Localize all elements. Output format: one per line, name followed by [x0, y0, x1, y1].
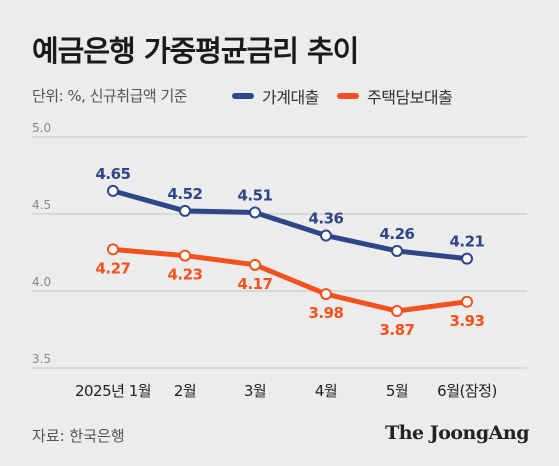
data-label: 3.93 [449, 312, 484, 330]
series-line [110, 188, 470, 262]
legend-label-household: 가계대출 [262, 88, 319, 107]
unit-note: 단위: %, 신규취급액 기준 [32, 87, 188, 105]
data-point [461, 295, 473, 308]
data-label: 3.98 [308, 304, 343, 322]
data-label: 4.27 [95, 259, 130, 277]
data-label: 3.87 [379, 321, 414, 339]
legend-swatch-mortgage [337, 93, 359, 99]
data-point [320, 229, 332, 242]
legend-item-mortgage: 주택담보대출 [337, 84, 453, 108]
data-point [179, 249, 191, 262]
publisher-logo: The JoongAng [385, 422, 529, 444]
data-label: 4.51 [237, 186, 272, 204]
x-tick-label: 4월 [315, 382, 337, 400]
x-tick-label: 3월 [244, 382, 266, 400]
data-point [179, 204, 191, 217]
data-label: 4.21 [449, 233, 484, 251]
y-tick-label: 3.5 [32, 352, 51, 366]
chart-title: 예금은행 가중평균금리 추이 [32, 34, 359, 68]
x-tick-label: 5월 [386, 382, 408, 400]
data-point [107, 184, 119, 197]
data-label: 4.26 [379, 225, 414, 243]
source-note: 자료: 한국은행 [32, 427, 125, 445]
data-point [391, 244, 403, 257]
data-point [249, 206, 261, 219]
y-tick-label: 4.0 [32, 275, 51, 289]
data-label: 4.36 [308, 210, 343, 228]
data-point [461, 252, 473, 265]
x-tick-label: 6월(잠정) [437, 382, 497, 400]
data-label: 4.52 [167, 185, 202, 203]
data-label: 4.23 [167, 266, 202, 284]
data-point [107, 243, 119, 256]
legend-item-household: 가계대출 [232, 84, 319, 108]
y-tick-label: 4.5 [32, 198, 51, 212]
data-label: 4.17 [237, 275, 272, 293]
data-label: 4.65 [95, 165, 130, 183]
x-tick-label: 2025년 1월 [75, 382, 151, 400]
legend-swatch-household [232, 93, 254, 99]
x-tick-label: 2월 [174, 382, 196, 400]
data-point [249, 258, 261, 271]
series-line [110, 246, 470, 314]
data-point [391, 305, 403, 318]
legend-label-mortgage: 주택담보대출 [367, 88, 453, 107]
y-tick-label: 5.0 [32, 121, 51, 135]
data-point [320, 288, 332, 301]
